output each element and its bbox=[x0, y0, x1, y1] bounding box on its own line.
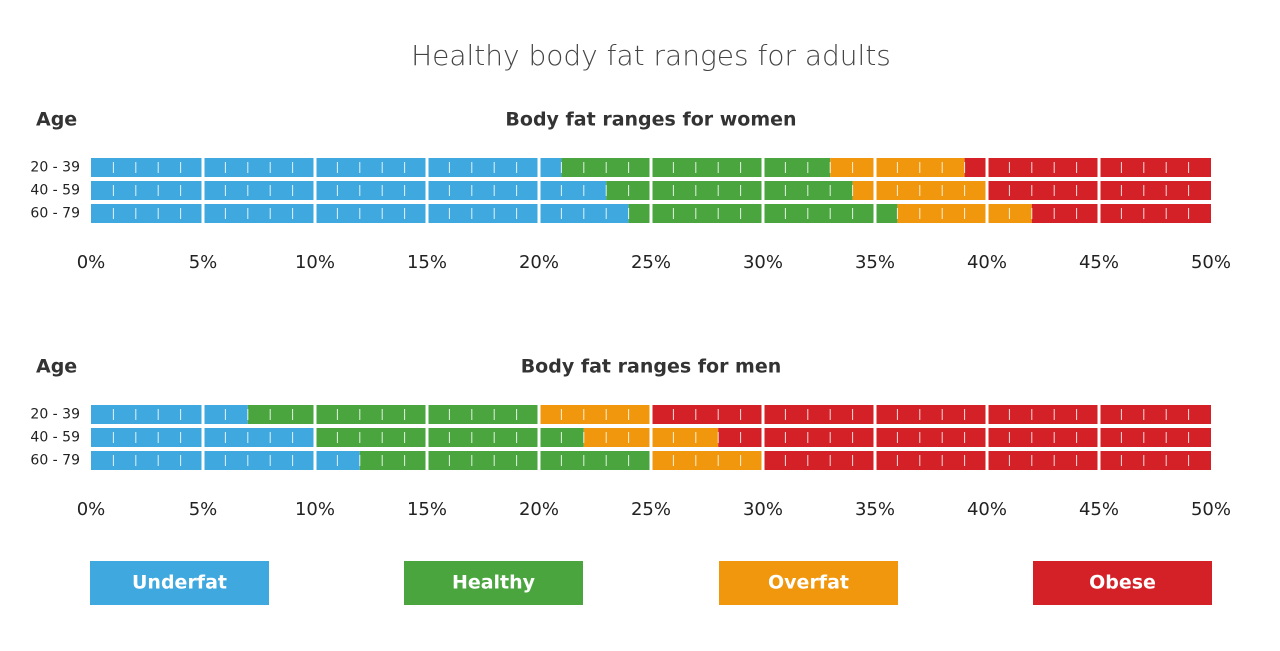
chart-title: Body fat ranges for men bbox=[521, 356, 782, 378]
x-tick-label: 45% bbox=[1079, 499, 1119, 520]
legend-swatch bbox=[1033, 561, 1212, 605]
legend-swatch bbox=[404, 561, 583, 605]
bar-segment bbox=[91, 405, 248, 424]
x-tick-label: 0% bbox=[77, 252, 106, 273]
y-tick-label: 20 - 39 bbox=[30, 160, 80, 176]
x-tick-label: 30% bbox=[743, 252, 783, 273]
y-tick-label: 40 - 59 bbox=[30, 430, 80, 446]
x-tick-label: 45% bbox=[1079, 252, 1119, 273]
x-tick-label: 10% bbox=[295, 499, 335, 520]
x-tick-label: 5% bbox=[189, 499, 218, 520]
x-tick-label: 25% bbox=[631, 252, 671, 273]
main-title: Healthy body fat ranges for adults bbox=[411, 39, 891, 72]
y-axis-label: Age bbox=[36, 356, 77, 378]
x-tick-label: 35% bbox=[855, 252, 895, 273]
y-tick-label: 40 - 59 bbox=[30, 183, 80, 199]
bar-segment bbox=[539, 405, 651, 424]
bar-segment bbox=[247, 405, 540, 424]
bar-segment bbox=[359, 451, 651, 470]
legend-swatch bbox=[90, 561, 269, 605]
x-tick-label: 35% bbox=[855, 499, 895, 520]
bar-segment bbox=[651, 451, 763, 470]
legend-label: Underfat bbox=[132, 572, 227, 594]
bar-segment bbox=[91, 181, 607, 200]
legend-label: Overfat bbox=[768, 572, 849, 594]
x-tick-label: 25% bbox=[631, 499, 671, 520]
bar-segment bbox=[91, 158, 562, 177]
x-tick-label: 0% bbox=[77, 499, 106, 520]
x-tick-label: 15% bbox=[407, 499, 447, 520]
bar-segment bbox=[651, 405, 1211, 424]
x-tick-label: 50% bbox=[1191, 252, 1231, 273]
x-tick-label: 30% bbox=[743, 499, 783, 520]
x-tick-label: 20% bbox=[519, 252, 559, 273]
bar-segment bbox=[606, 181, 853, 200]
chart-title: Body fat ranges for women bbox=[505, 109, 796, 131]
y-tick-label: 20 - 39 bbox=[30, 407, 80, 423]
x-tick-label: 20% bbox=[519, 499, 559, 520]
y-tick-label: 60 - 79 bbox=[30, 206, 80, 222]
legend-swatch bbox=[719, 561, 898, 605]
y-tick-label: 60 - 79 bbox=[30, 453, 80, 469]
x-tick-label: 40% bbox=[967, 499, 1007, 520]
x-tick-label: 10% bbox=[295, 252, 335, 273]
x-tick-label: 40% bbox=[967, 252, 1007, 273]
x-tick-label: 15% bbox=[407, 252, 447, 273]
bar-segment bbox=[964, 158, 1211, 177]
y-axis-label: Age bbox=[36, 109, 77, 131]
legend-label: Obese bbox=[1089, 572, 1156, 594]
x-tick-label: 50% bbox=[1191, 499, 1231, 520]
x-tick-label: 5% bbox=[189, 252, 218, 273]
legend-label: Healthy bbox=[452, 572, 536, 594]
